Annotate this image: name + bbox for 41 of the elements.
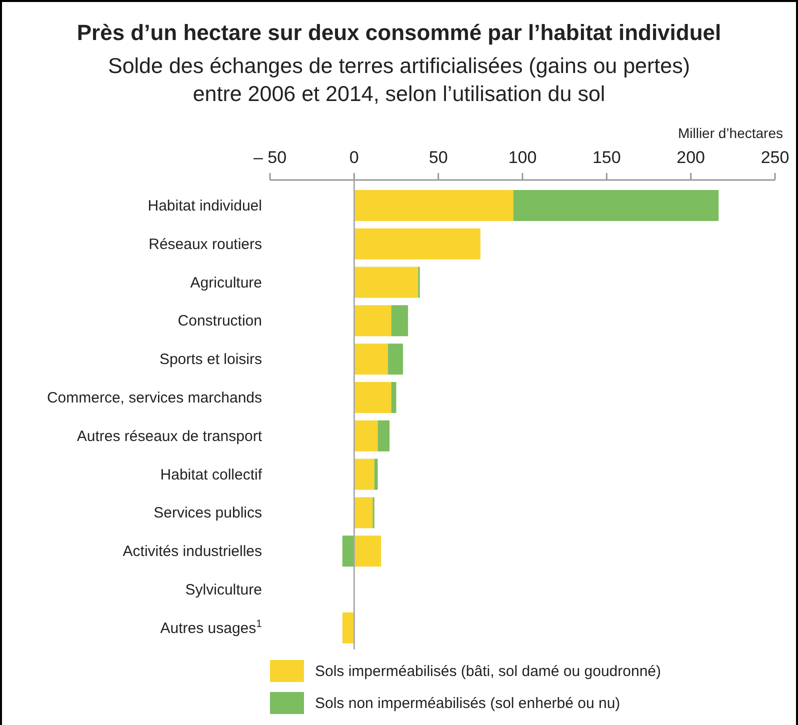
bar: [354, 190, 514, 221]
bar: [354, 458, 374, 490]
x-tick-label: 50: [428, 148, 448, 167]
x-tick-label: – 50: [253, 148, 287, 167]
chart-subtitle: Solde des échanges de terres artificialisées (gains ou pertes) entre 2006 et 2014, selon l’utilisation du sol: [108, 54, 690, 106]
bar: [354, 497, 373, 528]
y-tick-label: Habitat collectif: [160, 466, 263, 484]
bar: [342, 536, 354, 567]
x-tick-label: 200: [676, 148, 706, 167]
x-tick-label: 150: [592, 148, 621, 167]
y-tick-label: Sylviculture: [185, 582, 262, 598]
y-tick-label: Construction: [178, 312, 262, 330]
bar: [391, 382, 396, 413]
bar: [354, 382, 392, 413]
y-tick-label: Habitat individuel: [148, 198, 262, 214]
bar: [513, 190, 719, 221]
x-axis-title: Millier d’hectares: [678, 125, 783, 141]
x-tick-label: 0: [349, 148, 359, 167]
legend-label: Sols imperméabilisés (bâti, sol damé ou goudronné): [315, 663, 662, 680]
bar: [354, 420, 378, 452]
bar: [391, 305, 408, 336]
bar: [354, 228, 480, 260]
legend-label: Sols non imperméabilisés (sol enherbé ou nu): [315, 695, 620, 712]
x-tick-label: 100: [508, 148, 537, 167]
y-tick-label: Services publics: [154, 504, 262, 522]
y-tick-label: Sports et loisirs: [159, 351, 262, 368]
y-tick-label: Agriculture: [190, 274, 262, 292]
y-tick-label: Autres réseaux de transport: [76, 428, 263, 445]
y-tick-label: Réseaux routiers: [148, 236, 262, 253]
y-tick-label: Autres usages$^{1}$: [160, 618, 262, 637]
bar: [354, 266, 418, 298]
bar: [354, 344, 388, 375]
bar: [388, 344, 403, 375]
bar: [354, 536, 382, 567]
bar: [378, 420, 390, 452]
y-tick-label: Commerce, services marchands: [46, 390, 262, 406]
chart-title: Près d’un hectare sur deux consommé par l’habitat individuel: [76, 20, 722, 45]
bar: [342, 612, 354, 644]
bar: [354, 305, 392, 336]
x-tick-label: 250: [760, 148, 790, 167]
y-tick-label: Activités industrielles: [122, 543, 262, 560]
